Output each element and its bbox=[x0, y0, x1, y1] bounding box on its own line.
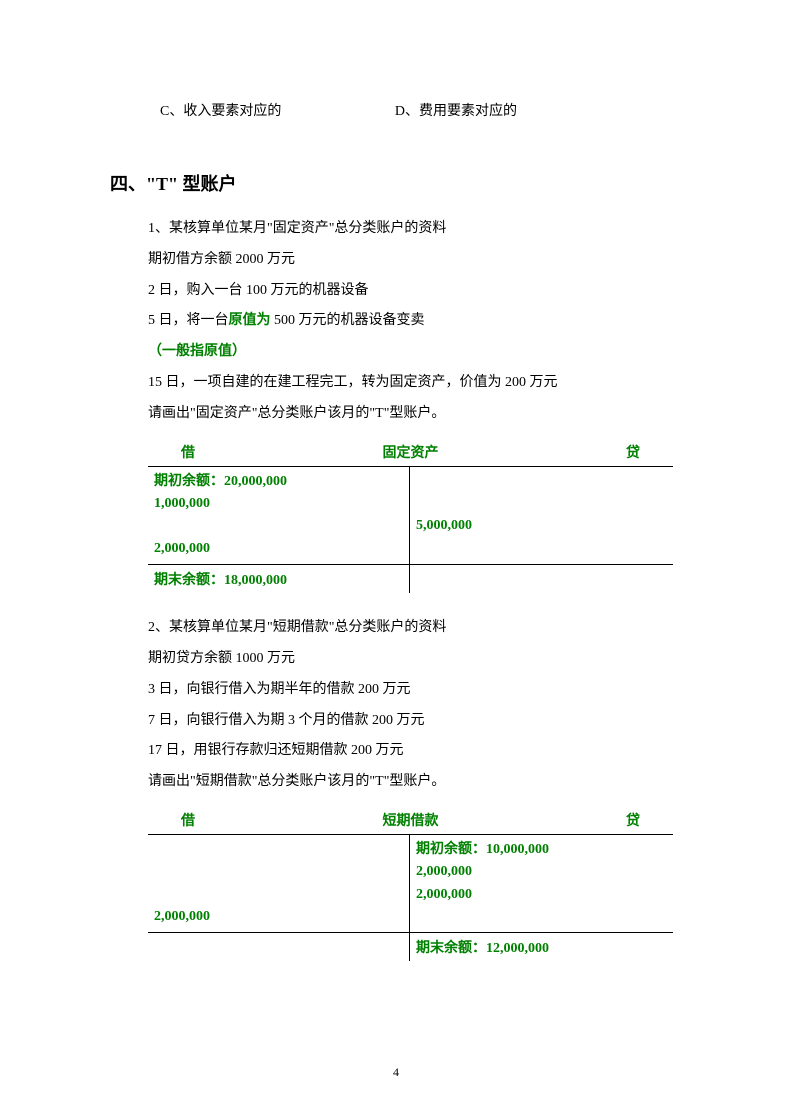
t-account-2-credit-1: 2,000,000 bbox=[416, 861, 666, 883]
page-container: C、收入要素对应的 D、费用要素对应的 四、"T" 型账户 1、某核算单位某月"… bbox=[0, 0, 792, 1120]
problem-1-line-5: （一般指原值） bbox=[148, 337, 692, 368]
problem-1-line-1: 1、某核算单位某月"固定资产"总分类账户的资料 bbox=[148, 214, 692, 245]
section-4-heading: 四、"T" 型账户 bbox=[110, 170, 692, 196]
t-account-2-body: 2,000,000 期初余额：10,000,000 2,000,000 2,00… bbox=[148, 835, 673, 933]
t-account-2-closing-label: 期末余额： bbox=[416, 941, 486, 956]
t-account-2-closing: 期末余额：12,000,000 bbox=[410, 933, 672, 961]
t-account-1-closing: 期末余额：18,000,000 bbox=[148, 565, 410, 593]
t-account-1-header-center: 固定资产 bbox=[228, 438, 593, 466]
option-c: C、收入要素对应的 bbox=[160, 100, 281, 120]
problem-2-line-1: 2、某核算单位某月"短期借款"总分类账户的资料 bbox=[148, 613, 692, 644]
problem-1-line-4-pre: 5 日，将一台 bbox=[148, 313, 229, 328]
t-account-2-header: 借 短期借款 贷 bbox=[148, 806, 673, 835]
t-account-1-opening-label: 期初余额： bbox=[154, 474, 224, 489]
page-number: 4 bbox=[0, 1065, 792, 1080]
t-account-1-closing-label: 期末余额： bbox=[154, 573, 224, 588]
t-account-2-header-left: 借 bbox=[148, 806, 228, 834]
t-account-2-footer: 期末余额：12,000,000 bbox=[148, 932, 673, 961]
problem-2-line-2: 期初贷方余额 1000 万元 bbox=[148, 644, 692, 675]
problem-1-line-4-post: 500 万元的机器设备变卖 bbox=[271, 313, 425, 328]
problem-2-line-6: 请画出"短期借款"总分类账户该月的"T"型账户。 bbox=[148, 767, 692, 798]
t-account-2-opening: 期初余额：10,000,000 bbox=[416, 839, 666, 861]
t-account-2-opening-label: 期初余额： bbox=[416, 842, 486, 857]
t-account-1-opening-value: 20,000,000 bbox=[224, 474, 287, 489]
t-account-2-footer-left bbox=[148, 933, 410, 961]
t-account-2-credit-2: 2,000,000 bbox=[416, 884, 666, 906]
problem-1-line-7: 请画出"固定资产"总分类账户该月的"T"型账户。 bbox=[148, 399, 692, 430]
t-account-2-closing-value: 12,000,000 bbox=[486, 941, 549, 956]
t-account-2-header-right: 贷 bbox=[593, 806, 673, 834]
t-account-1: 借 固定资产 贷 期初余额：20,000,000 1,000,000 2,000… bbox=[148, 438, 673, 594]
problem-1-line-4: 5 日，将一台原值为 500 万元的机器设备变卖 bbox=[148, 306, 692, 337]
t-account-2-opening-value: 10,000,000 bbox=[486, 842, 549, 857]
t-account-2-credit-side: 期初余额：10,000,000 2,000,000 2,000,000 bbox=[410, 835, 672, 933]
options-row: C、收入要素对应的 D、费用要素对应的 bbox=[160, 100, 692, 120]
problem-1-line-3: 2 日，购入一台 100 万元的机器设备 bbox=[148, 276, 692, 307]
t-account-2: 借 短期借款 贷 2,000,000 期初余额：10,000,000 2,000… bbox=[148, 806, 673, 962]
t-account-1-footer: 期末余额：18,000,000 bbox=[148, 564, 673, 593]
problem-1-line-2: 期初借方余额 2000 万元 bbox=[148, 245, 692, 276]
t-account-1-debit-2: 2,000,000 bbox=[154, 538, 403, 560]
t-account-2-debit-1: 2,000,000 bbox=[154, 906, 403, 928]
t-account-1-debit-1: 1,000,000 bbox=[154, 493, 403, 515]
t-account-1-footer-right bbox=[410, 565, 672, 593]
t-account-1-credit-side: 5,000,000 bbox=[410, 467, 672, 565]
t-account-1-credit-1: 5,000,000 bbox=[416, 515, 666, 537]
t-account-2-debit-side: 2,000,000 bbox=[148, 835, 410, 933]
t-account-1-header-right: 贷 bbox=[593, 438, 673, 466]
option-d: D、费用要素对应的 bbox=[395, 100, 517, 120]
problem-1-line-6: 15 日，一项自建的在建工程完工，转为固定资产，价值为 200 万元 bbox=[148, 368, 692, 399]
t-account-1-header-left: 借 bbox=[148, 438, 228, 466]
t-account-1-opening: 期初余额：20,000,000 bbox=[154, 471, 403, 493]
problem-2-line-5: 17 日，用银行存款归还短期借款 200 万元 bbox=[148, 736, 692, 767]
t-account-1-body: 期初余额：20,000,000 1,000,000 2,000,000 5,00… bbox=[148, 467, 673, 565]
problem-1-line-4-green: 原值为 bbox=[229, 313, 271, 328]
t-account-1-debit-side: 期初余额：20,000,000 1,000,000 2,000,000 bbox=[148, 467, 410, 565]
t-account-1-closing-value: 18,000,000 bbox=[224, 573, 287, 588]
problem-2-line-4: 7 日，向银行借入为期 3 个月的借款 200 万元 bbox=[148, 706, 692, 737]
t-account-2-header-center: 短期借款 bbox=[228, 806, 593, 834]
t-account-1-header: 借 固定资产 贷 bbox=[148, 438, 673, 467]
problem-2-line-3: 3 日，向银行借入为期半年的借款 200 万元 bbox=[148, 675, 692, 706]
